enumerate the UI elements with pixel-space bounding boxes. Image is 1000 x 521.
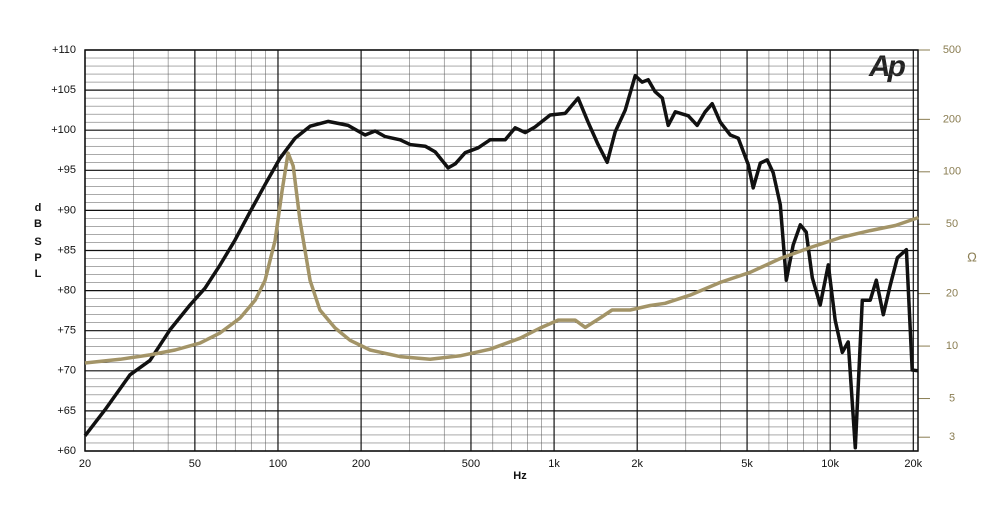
x-tick-label: 20k <box>904 458 922 470</box>
x-tick-label: 2k <box>631 458 643 470</box>
y-tick-label: +110 <box>52 44 76 56</box>
y2-tick-label: 3 <box>949 431 955 443</box>
x-tick-label: 1k <box>548 458 560 470</box>
logo: Ap <box>868 50 906 83</box>
y2-tick-label: 50 <box>946 218 958 230</box>
x-axis-label: Hz <box>513 470 527 482</box>
series-line <box>83 73 919 450</box>
x-tick-label: 500 <box>462 458 480 470</box>
y-tick-label: +80 <box>57 285 76 297</box>
x-tick-label: 200 <box>352 458 370 470</box>
y2-tick-label: 500 <box>943 44 961 56</box>
y-tick-label: +85 <box>57 244 76 256</box>
y-tick-label: +60 <box>57 445 76 457</box>
x-tick-label: 20 <box>79 458 91 470</box>
x-tick-label: 10k <box>821 458 839 470</box>
plot-frame <box>84 49 919 452</box>
y-tick-label: +105 <box>51 84 76 96</box>
y2-tick-label: 200 <box>943 113 961 125</box>
y-tick-label: +70 <box>57 365 76 377</box>
y2-tick-label: 5 <box>949 392 955 404</box>
y2-tick-label: 10 <box>946 340 958 352</box>
x-tick-label: 50 <box>189 458 201 470</box>
x-tick-label: 5k <box>741 458 753 470</box>
y-tick-label: +65 <box>57 405 76 417</box>
y-tick-label: +100 <box>51 124 76 136</box>
y2-tick-label: 20 <box>946 288 958 300</box>
series-line <box>84 151 919 365</box>
x-tick-label: 100 <box>269 458 287 470</box>
y-tick-label: +95 <box>57 164 76 176</box>
y-tick-label: +90 <box>57 204 76 216</box>
y2-axis-label: Ω <box>967 249 977 264</box>
y2-tick-label: 100 <box>943 166 961 178</box>
y-tick-label: +75 <box>57 325 76 337</box>
